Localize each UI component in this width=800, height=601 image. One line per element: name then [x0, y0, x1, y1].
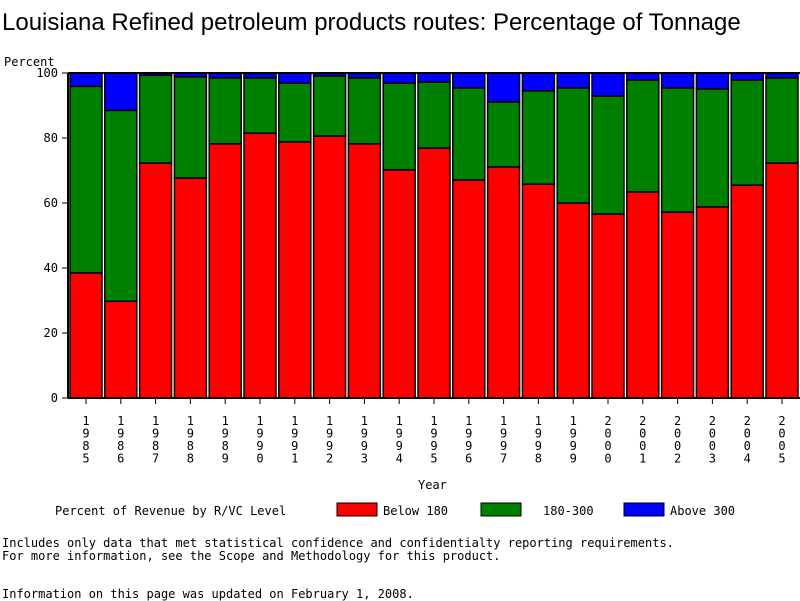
- bar-segment-1993-0: [347, 143, 382, 399]
- y-tick-label-40: 40: [44, 261, 58, 275]
- bar-segment-1994-0: [382, 169, 416, 399]
- legend-swatch-2: [623, 502, 665, 517]
- y-axis-label: Percent: [4, 55, 55, 69]
- bar-segment-1991-0: [278, 141, 312, 399]
- bar-segment-1996-0: [452, 179, 486, 399]
- bar-segment-1996-1: [452, 87, 486, 181]
- bar-segment-1995-1: [417, 81, 451, 149]
- bar-segment-1995-0: [417, 147, 451, 399]
- y-tick-label-80: 80: [44, 131, 58, 145]
- bar-segment-1991-2: [278, 72, 312, 84]
- bar-segment-1992-0: [312, 135, 347, 399]
- bar-segment-1991-1: [278, 82, 312, 143]
- bar-segment-2000-2: [591, 72, 625, 97]
- bar-segment-2003-0: [695, 206, 730, 399]
- bar-segment-1990-1: [243, 77, 277, 134]
- bar-segment-2004-2: [730, 72, 764, 81]
- bar-segment-1998-2: [521, 72, 556, 92]
- bar-segment-1997-1: [486, 101, 521, 168]
- bar-segment-2005-0: [765, 162, 799, 399]
- bar-segment-2000-0: [591, 213, 625, 399]
- bar-segment-1999-0: [556, 202, 590, 399]
- legend-title: Percent of Revenue by R/VC Level: [55, 504, 286, 518]
- y-tick-label-60: 60: [44, 196, 58, 210]
- bar-segment-1986-0: [104, 300, 138, 399]
- bar-segment-2004-1: [730, 79, 764, 186]
- bar-segment-2005-1: [765, 77, 799, 164]
- bar-segment-1999-1: [556, 87, 590, 204]
- bar-segment-1993-1: [347, 77, 382, 145]
- bar-segment-2002-2: [660, 72, 695, 89]
- bar-segment-1985-1: [69, 85, 103, 274]
- bar-segment-2002-1: [660, 87, 695, 213]
- bar-segment-1987-0: [138, 162, 173, 399]
- legend-label-0: Below 180: [383, 504, 448, 518]
- bar-segment-1989-0: [208, 143, 242, 399]
- x-axis-label: Year: [418, 478, 447, 492]
- bar-segment-1988-1: [173, 76, 208, 179]
- y-tick-label-100: 100: [36, 66, 58, 80]
- legend-swatch-0: [336, 502, 378, 517]
- y-tick-label-0: 0: [51, 391, 58, 405]
- bar-segment-2001-1: [626, 79, 660, 193]
- bar-segment-2002-0: [660, 211, 695, 399]
- bar-segment-1988-0: [173, 177, 208, 399]
- legend-swatch-1: [480, 502, 522, 517]
- bar-segment-1997-0: [486, 166, 521, 399]
- bar-segment-1987-1: [138, 74, 173, 164]
- footnote-methodology: For more information, see the Scope and …: [2, 549, 501, 563]
- bar-segment-1994-2: [382, 72, 416, 84]
- bar-segment-1999-2: [556, 72, 590, 89]
- bar-segment-1986-1: [104, 109, 138, 302]
- legend-label-2: Above 300: [670, 504, 735, 518]
- bar-segment-1985-2: [69, 72, 103, 88]
- update-notice: Information on this page was updated on …: [2, 587, 414, 601]
- legend: Percent of Revenue by R/VC Level Below 1…: [55, 502, 735, 518]
- bar-segment-1992-1: [312, 75, 347, 137]
- bar-segment-2003-2: [695, 72, 730, 90]
- bar-segment-1997-2: [486, 72, 521, 103]
- bar-segment-1995-2: [417, 72, 451, 83]
- footnote-confidence: Includes only data that met statistical …: [2, 536, 674, 550]
- bar-segment-1985-0: [69, 272, 103, 399]
- bar-segment-2003-1: [695, 88, 730, 208]
- legend-label-1: 180-300: [543, 504, 594, 518]
- bar-segment-1990-0: [243, 132, 277, 399]
- y-tick-label-20: 20: [44, 326, 58, 340]
- bar-segment-1998-1: [521, 90, 556, 185]
- bar-segment-2004-0: [730, 184, 764, 399]
- bar-segment-2001-0: [626, 191, 660, 399]
- bar-segment-2001-2: [626, 72, 660, 81]
- bar-segment-2000-1: [591, 95, 625, 215]
- bar-segment-1994-1: [382, 82, 416, 171]
- bar-segment-1998-0: [521, 183, 556, 399]
- bar-segment-1996-2: [452, 72, 486, 89]
- bar-segment-1989-1: [208, 77, 242, 145]
- bar-segment-1986-2: [104, 72, 138, 112]
- chart-title: Louisiana Refined petroleum products rou…: [2, 9, 741, 36]
